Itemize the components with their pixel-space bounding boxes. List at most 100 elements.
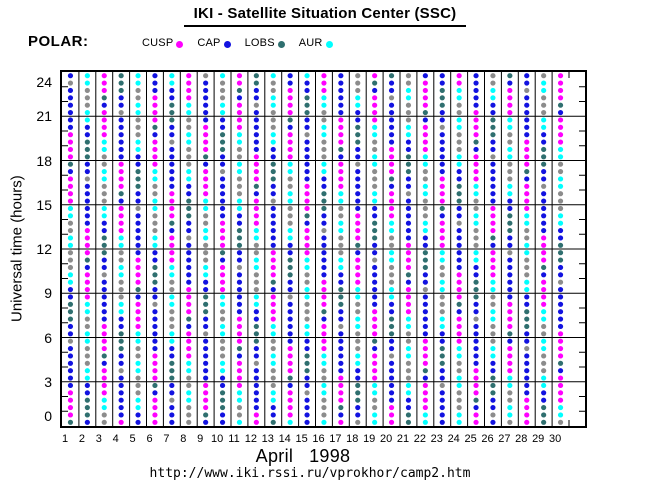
region-dot (67, 250, 74, 256)
region-dot (135, 368, 141, 374)
region-dot (405, 73, 412, 79)
region-dot (456, 161, 462, 167)
region-dot (405, 390, 412, 396)
region-dot (541, 250, 547, 256)
region-dot (186, 250, 192, 256)
region-dot (439, 146, 445, 153)
region-dot (355, 353, 361, 359)
region-dot (388, 279, 395, 285)
region-dot (84, 345, 90, 352)
region-dot (270, 301, 276, 307)
region-dot (388, 73, 395, 79)
region-dot (219, 191, 226, 197)
cap-dot-icon (223, 41, 231, 48)
region-dot (507, 191, 513, 197)
region-dot (422, 419, 428, 425)
region-dot (118, 286, 124, 293)
region-dot (67, 390, 74, 396)
region-dot (253, 139, 259, 145)
region-dot (84, 242, 90, 248)
region-dot (152, 368, 158, 374)
region-dot (405, 250, 412, 256)
region-dot (67, 345, 74, 352)
region-dot (439, 205, 445, 212)
region-dot (287, 124, 293, 130)
region-dot (152, 198, 158, 204)
region-dot (270, 183, 276, 189)
region-dot (490, 301, 496, 307)
region-dot (186, 220, 192, 226)
region-dot (388, 227, 395, 234)
region-dot (203, 242, 209, 248)
region-dot (524, 242, 530, 248)
region-dot (388, 309, 395, 315)
region-dot (422, 390, 428, 396)
region-dot (270, 242, 276, 248)
region-dot (236, 124, 243, 130)
region-dot (541, 220, 547, 226)
region-dot (321, 331, 327, 337)
region-dot (524, 412, 530, 418)
region-dot (422, 109, 428, 116)
region-dot (557, 368, 564, 374)
region-dot (388, 264, 395, 271)
region-dot (169, 80, 175, 86)
region-dot (152, 227, 158, 234)
region-dot (118, 227, 124, 234)
region-dot (118, 124, 124, 130)
region-dot (101, 102, 107, 108)
region-dot (456, 294, 462, 300)
region-dot (169, 220, 175, 226)
region-dot (439, 412, 445, 418)
region-dot (186, 154, 192, 160)
region-dot (557, 264, 564, 271)
region-dot (67, 331, 74, 337)
region-dot (186, 397, 192, 403)
region-dot (338, 80, 344, 86)
region-dot (422, 345, 428, 352)
region-dot (152, 316, 158, 322)
region-dot (524, 139, 530, 145)
region-dot (287, 176, 293, 182)
region-dot (507, 109, 513, 116)
region-dot (490, 102, 496, 108)
region-dot (84, 316, 90, 322)
region-dot (541, 183, 547, 189)
region-dot (101, 323, 107, 330)
region-dot (355, 235, 361, 241)
region-dot (439, 397, 445, 403)
region-dot (541, 264, 547, 271)
region-dot (135, 323, 141, 330)
region-dot (304, 353, 310, 359)
region-dot (338, 360, 344, 366)
x-tick-label: 30 (548, 433, 562, 445)
region-dot (355, 294, 361, 300)
region-dot (118, 375, 124, 381)
region-dot (236, 390, 243, 396)
region-dot (321, 390, 327, 396)
region-dot (253, 235, 259, 241)
region-dot (67, 294, 74, 300)
region-dot (152, 176, 158, 182)
region-dot (67, 353, 74, 359)
region-dot (186, 87, 192, 94)
region-dot (422, 257, 428, 263)
region-dot (524, 183, 530, 189)
region-dot (270, 132, 276, 138)
region-dot (490, 419, 496, 425)
region-dot (439, 345, 445, 352)
region-dot (253, 316, 259, 322)
region-dot (84, 382, 90, 389)
region-dot (135, 412, 141, 418)
region-dot (405, 139, 412, 145)
region-dot (372, 382, 378, 389)
region-dot (507, 279, 513, 285)
region-dot (203, 124, 209, 130)
region-dot (422, 139, 428, 145)
region-dot (372, 80, 378, 86)
region-dot (236, 132, 243, 138)
region-dot (405, 176, 412, 182)
region-dot (118, 353, 124, 359)
region-dot (557, 154, 564, 160)
region-dot (507, 404, 513, 411)
